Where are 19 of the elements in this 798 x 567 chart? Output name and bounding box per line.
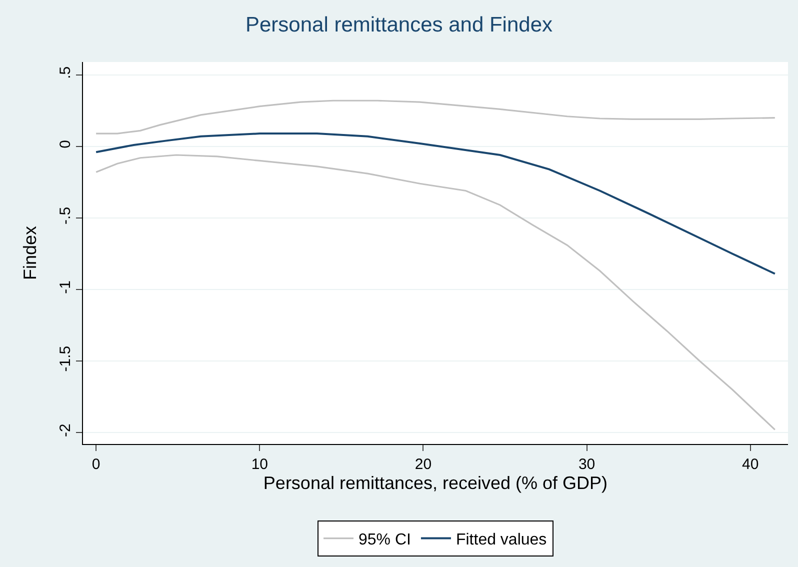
y-tick-label: -1.5 [57,346,74,372]
x-tick-label: 40 [742,456,759,473]
legend-label: 95% CI [358,532,411,549]
x-tick-label: 20 [414,456,432,473]
y-tick-label: 0 [57,140,74,148]
y-tick-label: -2 [57,424,74,437]
y-tick-label: .5 [57,66,74,79]
line-series [95,154,776,430]
legend-label: Fitted values [456,532,547,549]
chart-title: Personal remittances and Findex [246,14,553,37]
x-tick-label: 30 [578,456,596,473]
line-series [95,132,776,275]
line-series [95,100,776,134]
x-axis-title: Personal remittances, received (% of GDP) [263,473,608,493]
y-tick-label: -1 [57,280,74,294]
y-axis-title: Findex [20,226,40,280]
x-tick-label: 0 [92,456,100,473]
y-tick-label: -.5 [57,206,74,224]
x-tick-label: 10 [251,456,268,473]
